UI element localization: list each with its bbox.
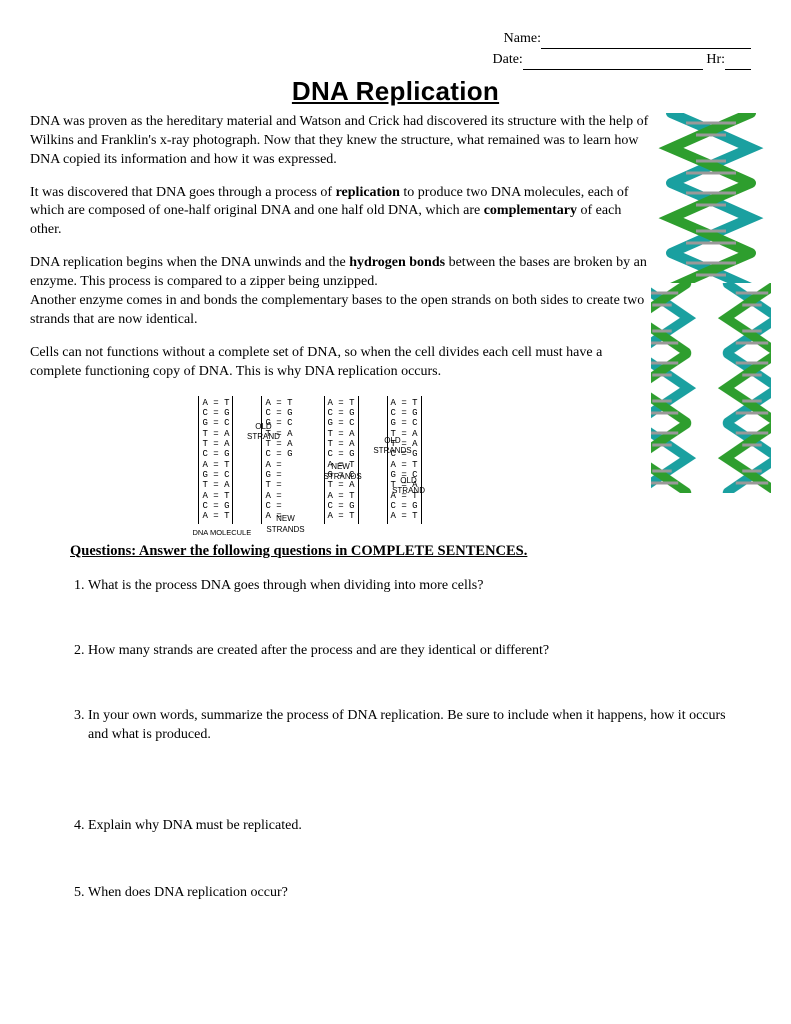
- name-blank[interactable]: [541, 48, 751, 49]
- old-strand-label-2: OLD STRAND: [392, 476, 426, 498]
- dna-helix-diagram: [651, 113, 771, 493]
- date-blank[interactable]: [523, 69, 703, 70]
- paragraph-2: It was discovered that DNA goes through …: [30, 184, 650, 241]
- new-strand-1: A = T C = G G = C T = A T = A C = G A = …: [324, 396, 359, 524]
- page-title: DNA Replication: [30, 74, 761, 109]
- new-strands-label-1: NEW STRANDS: [263, 514, 307, 536]
- original-strand: A = T C = G G = C T = A T = A C = G A = …: [198, 396, 233, 524]
- date-label: Date:: [493, 52, 523, 67]
- question-3: In your own words, summarize the process…: [88, 707, 761, 745]
- body-wrap: DNA was proven as the hereditary materia…: [30, 113, 761, 524]
- paragraph-4: Cells can not functions without a comple…: [30, 344, 650, 382]
- question-5: When does DNA replication occur?: [88, 884, 761, 903]
- hr-blank[interactable]: [725, 69, 751, 70]
- new-strands-label-2: NEW STRANDS: [324, 462, 358, 484]
- replication-diagram: A = T C = G G = C T = A T = A C = G A = …: [30, 396, 590, 524]
- worksheet-page: Name: Date: Hr: DNA Replication: [0, 0, 791, 1024]
- question-4: Explain why DNA must be replicated.: [88, 817, 761, 836]
- split-left: A = T C = G G = C T = A T = A C = G A = …: [261, 396, 295, 524]
- questions-list: What is the process DNA goes through whe…: [88, 577, 761, 902]
- question-1: What is the process DNA goes through whe…: [88, 577, 761, 596]
- body-text: DNA was proven as the hereditary materia…: [30, 113, 650, 382]
- new-strand-2: A = T C = G G = C T = A T = A C = G A = …: [387, 396, 422, 524]
- hr-label: Hr:: [706, 52, 725, 67]
- paragraph-1: DNA was proven as the hereditary materia…: [30, 113, 650, 170]
- question-2: How many strands are created after the p…: [88, 642, 761, 661]
- name-label: Name:: [504, 31, 541, 46]
- dna-molecule-label: DNA MOLECULE: [192, 528, 251, 538]
- paragraph-3: DNA replication begins when the DNA unwi…: [30, 254, 650, 330]
- questions-heading: Questions: Answer the following question…: [70, 542, 761, 562]
- header-fields: Name: Date: Hr:: [30, 30, 761, 70]
